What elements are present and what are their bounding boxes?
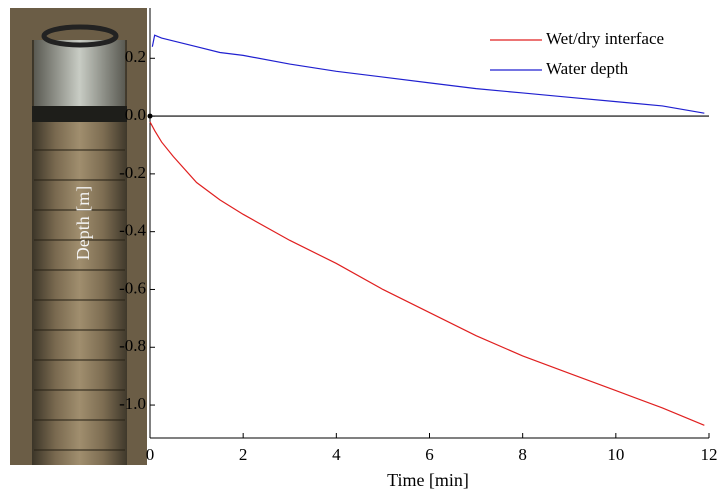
y-tick-label: -0.4 [119, 221, 146, 240]
x-tick-label: 6 [425, 445, 434, 464]
origin-dot [147, 113, 153, 119]
photo [10, 8, 147, 465]
x-tick-label: 2 [239, 445, 248, 464]
y-tick-label: 0.0 [125, 105, 146, 124]
y-tick-label: -0.6 [119, 278, 146, 297]
legend-label: Wet/dry interface [546, 29, 664, 48]
y-tick-label: -0.2 [119, 163, 146, 182]
y-tick-label: -0.8 [119, 336, 146, 355]
x-tick-label: 4 [332, 445, 341, 464]
x-tick-label: 12 [701, 445, 718, 464]
x-tick-label: 0 [146, 445, 155, 464]
y-axis-label: Depth [m] [73, 186, 93, 260]
x-tick-label: 8 [518, 445, 527, 464]
legend-label: Water depth [546, 59, 629, 78]
series-line [151, 34, 705, 114]
x-axis-label: Time [min] [387, 470, 469, 490]
y-tick-label: 0.2 [125, 47, 146, 66]
y-tick-label: -1.0 [119, 394, 146, 413]
series-line [149, 121, 705, 426]
x-tick-label: 10 [607, 445, 624, 464]
